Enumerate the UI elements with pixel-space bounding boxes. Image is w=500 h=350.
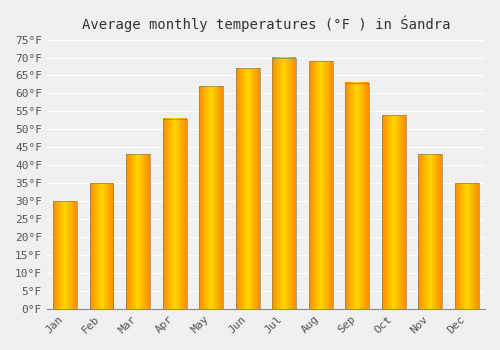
Bar — [90, 183, 114, 309]
Bar — [200, 86, 223, 309]
Bar — [272, 57, 296, 309]
Bar — [382, 115, 406, 309]
Title: Average monthly temperatures (°F ) in Śandra: Average monthly temperatures (°F ) in Śa… — [82, 15, 450, 32]
Bar — [163, 119, 186, 309]
Bar — [455, 183, 478, 309]
Bar — [126, 154, 150, 309]
Bar — [346, 83, 369, 309]
Bar — [236, 68, 260, 309]
Bar — [309, 61, 332, 309]
Bar — [54, 201, 77, 309]
Bar — [418, 154, 442, 309]
